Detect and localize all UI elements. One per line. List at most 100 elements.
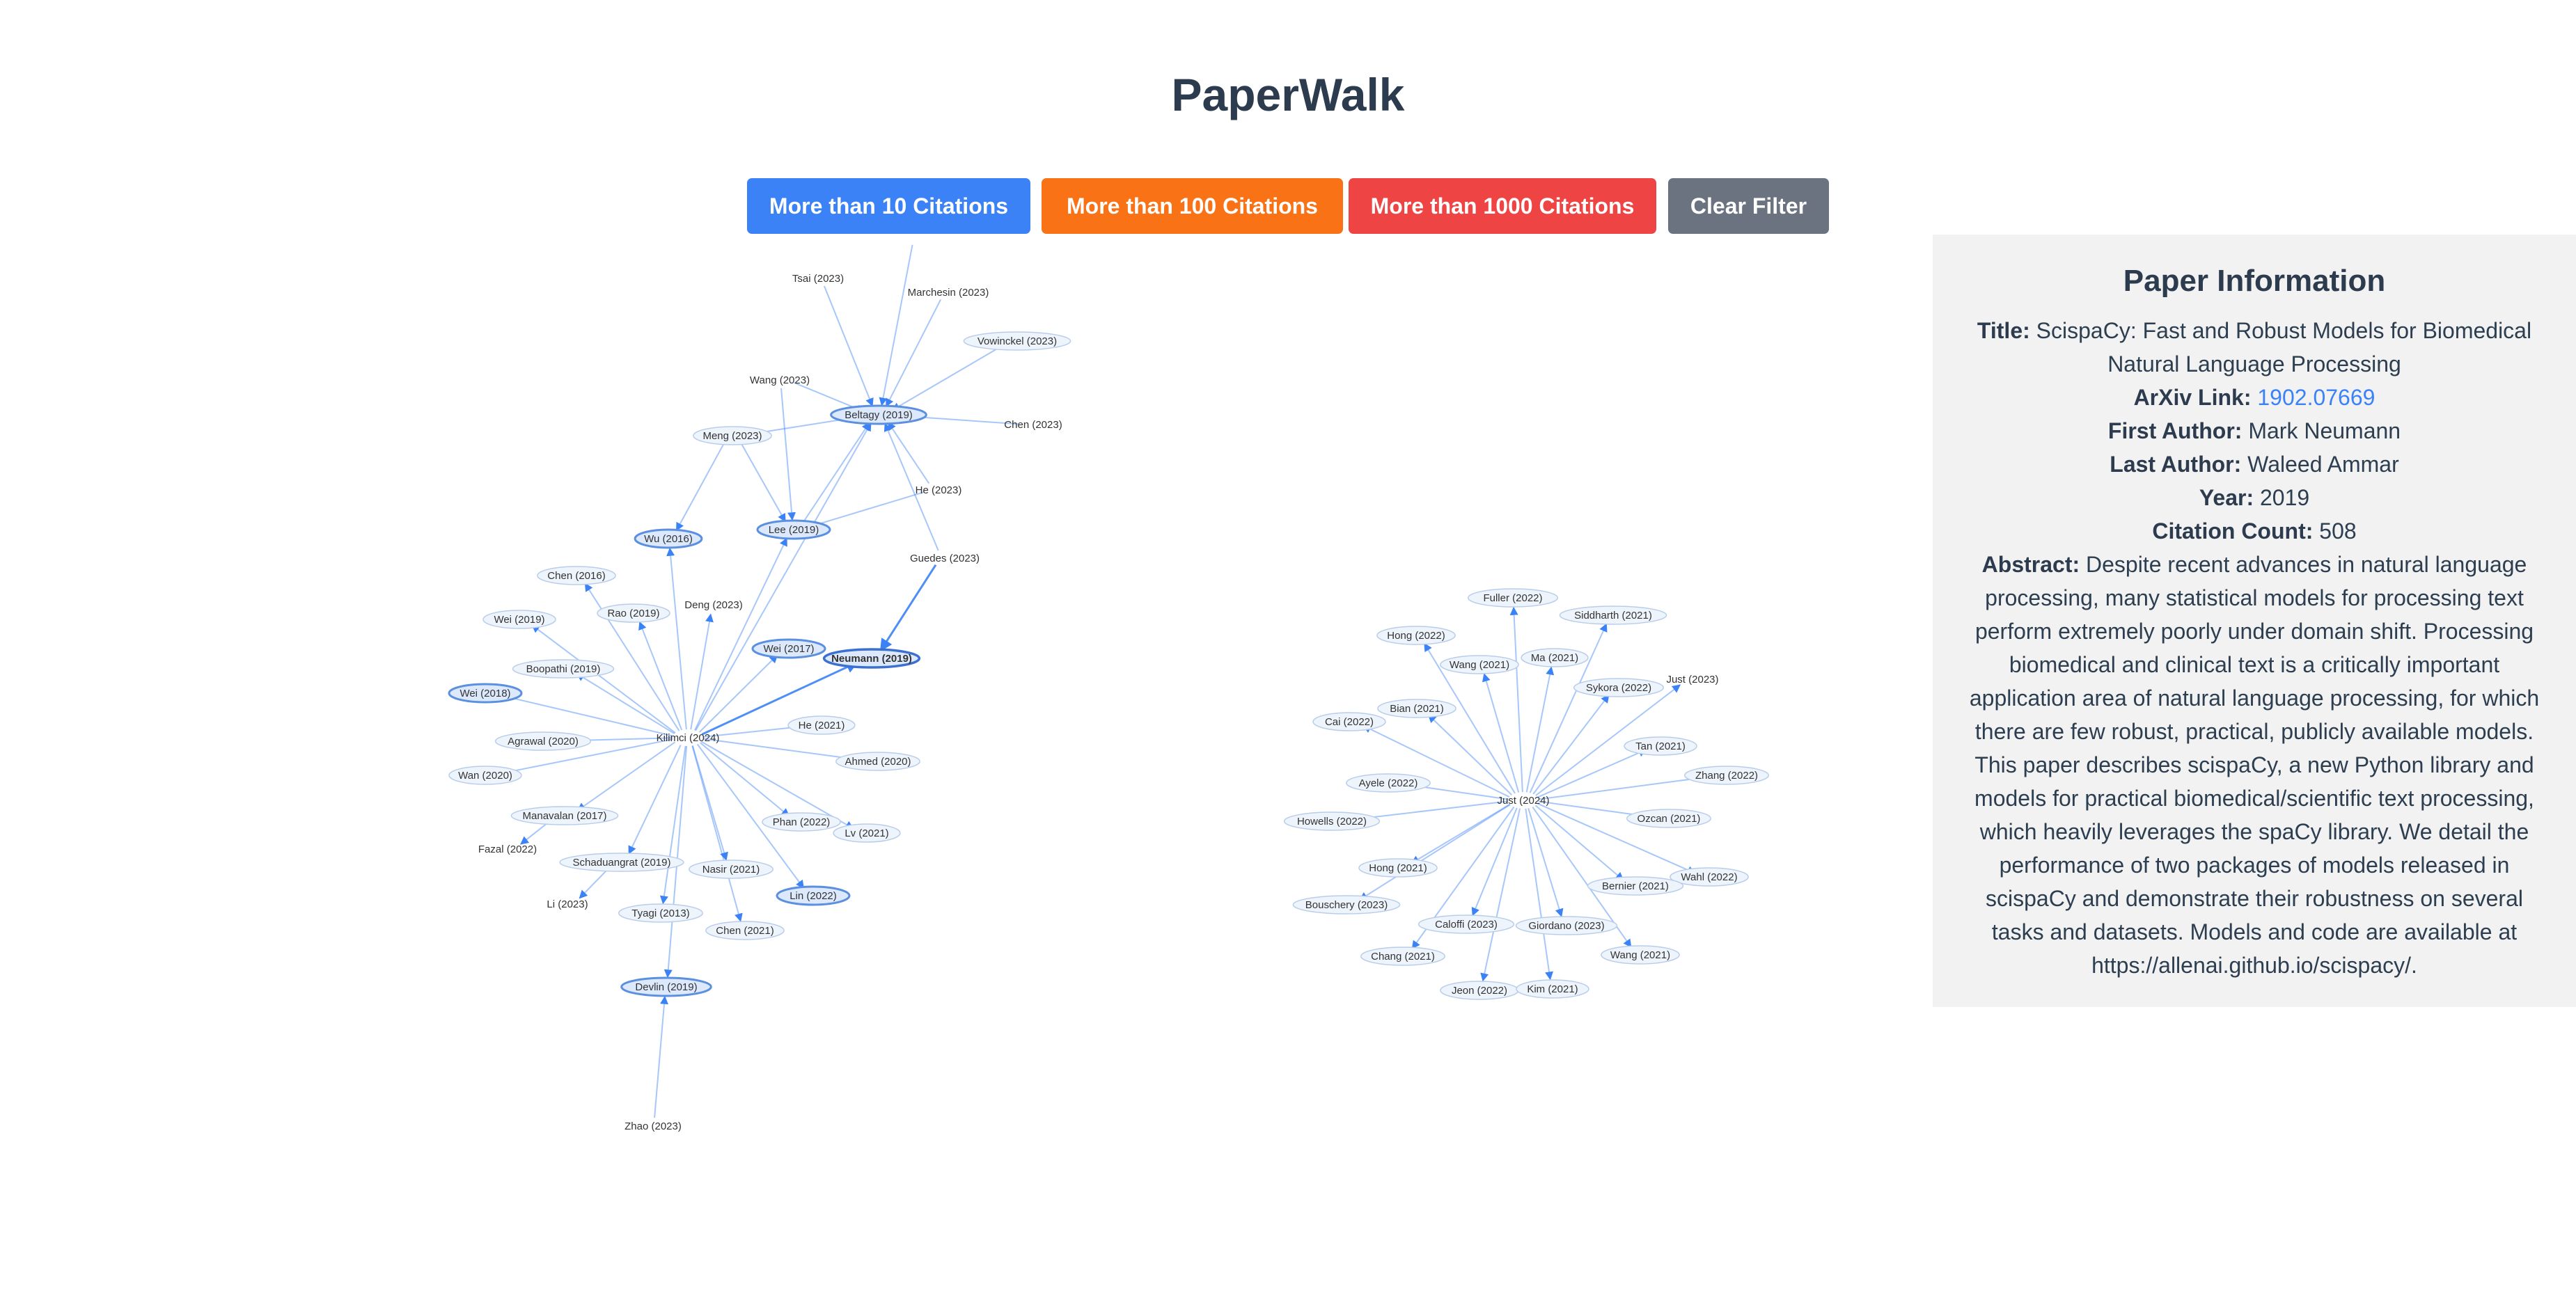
graph-node-shape[interactable] <box>448 766 522 785</box>
graph-node[interactable]: He (2023) <box>905 481 972 499</box>
graph-node-shape[interactable] <box>1312 712 1386 731</box>
graph-node[interactable]: Tan (2021) <box>1624 736 1697 756</box>
graph-node-shape[interactable] <box>830 404 927 425</box>
graph-node[interactable]: Zhang (2022) <box>1684 766 1769 785</box>
graph-node[interactable]: He (2021) <box>787 715 856 735</box>
graph-node-shape[interactable] <box>559 853 684 872</box>
graph-node[interactable]: Wang (2023) <box>741 371 819 389</box>
graph-node[interactable]: Rao (2019) <box>597 603 670 623</box>
graph-node[interactable]: Ozcan (2021) <box>1626 809 1711 828</box>
graph-node[interactable]: Neumann (2019) <box>822 648 921 669</box>
graph-node[interactable]: Lin (2022) <box>776 885 851 906</box>
graph-node[interactable]: Kim (2021) <box>1516 979 1589 999</box>
graph-node-shape[interactable] <box>835 752 920 771</box>
graph-node-shape[interactable] <box>1360 946 1445 966</box>
graph-node[interactable]: Ahmed (2020) <box>835 752 920 771</box>
graph-node-shape[interactable] <box>597 603 670 623</box>
graph-node[interactable]: Kilimci (2024) <box>641 729 736 747</box>
graph-node[interactable]: Wan (2020) <box>448 766 522 785</box>
graph-node[interactable]: Bernier (2021) <box>1587 876 1684 896</box>
graph-node[interactable]: Nasir (2021) <box>689 860 773 879</box>
graph-node-shape[interactable] <box>537 566 616 585</box>
graph-node[interactable]: Ma (2021) <box>1521 648 1589 667</box>
graph-node[interactable]: Ayele (2022) <box>1346 773 1431 793</box>
graph-node-shape[interactable] <box>1283 811 1381 831</box>
graph-node[interactable]: Beltagy (2019) <box>830 404 927 425</box>
graph-node-shape[interactable] <box>751 638 826 659</box>
graph-node-shape[interactable] <box>1521 648 1589 667</box>
graph-node[interactable]: Wei (2019) <box>482 610 556 629</box>
graph-node[interactable]: Lv (2021) <box>833 823 901 843</box>
graph-node[interactable]: Vowinckel (2023) <box>963 331 1071 351</box>
graph-node[interactable]: Just (2023) <box>1654 670 1731 688</box>
graph-node-shape[interactable] <box>448 683 523 704</box>
graph-node-shape[interactable] <box>822 648 921 669</box>
graph-node[interactable]: Schaduangrat (2019) <box>559 853 684 872</box>
arxiv-link[interactable]: 1902.07669 <box>2257 385 2375 410</box>
graph-node[interactable]: Meng (2023) <box>693 426 772 445</box>
graph-node[interactable]: Chang (2021) <box>1360 946 1445 966</box>
graph-node[interactable]: Bouschery (2023) <box>1292 895 1401 914</box>
graph-node-shape[interactable] <box>1624 736 1697 756</box>
graph-node[interactable]: Wang (2021) <box>1601 945 1680 965</box>
graph-node-shape[interactable] <box>482 610 556 629</box>
filter-100-citations-button[interactable]: More than 100 Citations <box>1042 178 1343 234</box>
graph-node[interactable]: Agrawal (2020) <box>494 731 592 751</box>
graph-node[interactable]: Wei (2018) <box>448 683 523 704</box>
graph-node-shape[interactable] <box>1417 914 1515 934</box>
graph-node-shape[interactable] <box>1559 605 1667 625</box>
graph-node-shape[interactable] <box>512 659 615 679</box>
graph-node[interactable]: Bian (2021) <box>1377 699 1456 718</box>
graph-node[interactable]: Fuller (2022) <box>1467 588 1559 608</box>
graph-node-shape[interactable] <box>1358 858 1438 878</box>
graph-node[interactable]: Wang (2021) <box>1440 655 1519 674</box>
graph-node-shape[interactable] <box>787 715 856 735</box>
graph-node-shape[interactable] <box>705 921 785 940</box>
graph-node-shape[interactable] <box>1573 678 1665 697</box>
filter-10-citations-button[interactable]: More than 10 Citations <box>747 178 1030 234</box>
graph-node-shape[interactable] <box>510 806 619 825</box>
graph-node[interactable]: Hong (2022) <box>1376 626 1456 645</box>
graph-node-shape[interactable] <box>1440 655 1519 674</box>
graph-node[interactable]: Sykora (2022) <box>1573 678 1665 697</box>
graph-node-shape[interactable] <box>1670 867 1749 887</box>
graph-node-shape[interactable] <box>1377 699 1456 718</box>
graph-node[interactable]: Jeon (2022) <box>1440 981 1519 1000</box>
graph-node-shape[interactable] <box>494 731 592 751</box>
graph-node-shape[interactable] <box>1467 588 1559 608</box>
graph-node[interactable]: Deng (2023) <box>675 596 753 614</box>
graph-node[interactable]: Giordano (2023) <box>1515 916 1618 935</box>
graph-node-shape[interactable] <box>963 331 1071 351</box>
graph-node[interactable]: Just (2024) <box>1484 791 1562 809</box>
graph-node[interactable]: Howells (2022) <box>1283 811 1381 831</box>
graph-node[interactable]: Chen (2023) <box>994 415 1072 434</box>
graph-node-shape[interactable] <box>1587 876 1684 896</box>
filter-1000-citations-button[interactable]: More than 1000 Citations <box>1349 178 1656 234</box>
graph-node[interactable]: Tsai (2023) <box>779 269 857 287</box>
graph-node[interactable]: Chen (2016) <box>537 566 616 585</box>
graph-node-shape[interactable] <box>1601 945 1680 965</box>
graph-node-shape[interactable] <box>693 426 772 445</box>
graph-node[interactable]: Marchesin (2023) <box>895 283 1001 301</box>
graph-node-shape[interactable] <box>1346 773 1431 793</box>
graph-node-shape[interactable] <box>1515 916 1618 935</box>
graph-node-shape[interactable] <box>634 528 703 549</box>
graph-node[interactable]: Fazal (2022) <box>466 840 549 858</box>
graph-node[interactable]: Li (2023) <box>534 895 601 913</box>
graph-node[interactable]: Boopathi (2019) <box>512 659 615 679</box>
graph-node-shape[interactable] <box>776 885 851 906</box>
citation-graph[interactable]: Tsai (2023) Marchesin (2023) Vowinckel (20… <box>0 237 1929 1307</box>
graph-node[interactable]: Zhao (2023) <box>614 1117 692 1135</box>
graph-node-shape[interactable] <box>1292 895 1401 914</box>
graph-node[interactable]: Devlin (2019) <box>620 976 712 997</box>
graph-node-shape[interactable] <box>833 823 901 843</box>
graph-node-shape[interactable] <box>689 860 773 879</box>
graph-node-shape[interactable] <box>620 976 712 997</box>
graph-node[interactable]: Lee (2019) <box>756 519 831 540</box>
graph-node[interactable]: Cai (2022) <box>1312 712 1386 731</box>
graph-node[interactable]: Wu (2016) <box>634 528 703 549</box>
graph-node-shape[interactable] <box>756 519 831 540</box>
graph-node[interactable]: Wahl (2022) <box>1670 867 1749 887</box>
graph-node-shape[interactable] <box>1376 626 1456 645</box>
graph-node[interactable]: Tyagi (2013) <box>618 903 703 923</box>
